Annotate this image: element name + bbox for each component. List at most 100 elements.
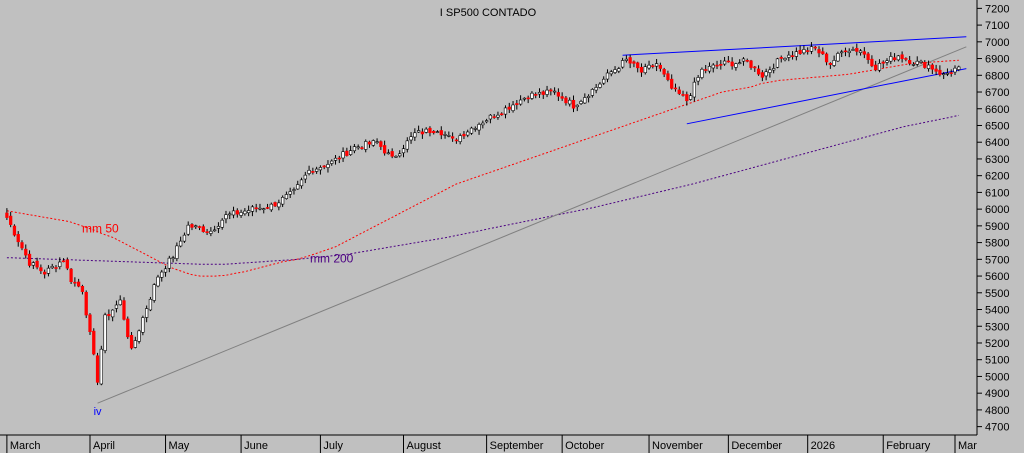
candle-body [292, 189, 296, 191]
candle-body [322, 165, 326, 168]
candle-body [855, 47, 859, 52]
candle-body [428, 127, 432, 134]
candle-body [866, 53, 870, 60]
candle-body [216, 226, 221, 229]
candle-body [889, 56, 893, 62]
candle-body [126, 318, 130, 338]
candle-body [152, 284, 156, 301]
candle-body [926, 64, 931, 69]
x-tick-label: December [731, 440, 782, 452]
candle-body [194, 225, 198, 228]
candle-body [432, 131, 436, 134]
candle-body [197, 226, 202, 228]
candle-body [386, 152, 391, 155]
candle-body [450, 136, 455, 139]
candle-body [715, 64, 719, 67]
candle-body [564, 97, 568, 104]
candle-body [892, 57, 897, 61]
y-tick-label: 5400 [985, 305, 1009, 317]
candle-body [824, 53, 829, 63]
x-tick-label: March [10, 440, 41, 452]
candle-body [568, 99, 572, 105]
candle-body [92, 330, 96, 355]
trendline-channel-top [622, 36, 967, 56]
candle-body [518, 99, 523, 105]
candle-body [258, 207, 262, 210]
candle-body [704, 69, 708, 71]
candle-body [654, 63, 659, 67]
candle-body [609, 71, 613, 75]
candle-body [65, 259, 69, 269]
candle-body [213, 229, 217, 232]
candle-body [141, 317, 145, 333]
candle-body [220, 219, 224, 228]
x-tick-label: February [886, 440, 931, 452]
y-tick-label: 5100 [985, 355, 1009, 367]
candle-body [507, 106, 511, 110]
candle-body [345, 150, 349, 156]
candle-body [488, 114, 493, 120]
candle-body [749, 60, 753, 68]
candle-body [620, 60, 625, 68]
x-tick-label: October [565, 440, 604, 452]
candle-body [923, 61, 927, 68]
candle-body [333, 157, 338, 161]
candle-body [552, 90, 557, 93]
candle-body [768, 69, 772, 73]
candle-body [624, 58, 629, 61]
candle-body [730, 61, 734, 67]
candle-body [745, 60, 749, 62]
candle-body [753, 66, 757, 69]
x-tick-label: April [93, 440, 115, 452]
candle-body [133, 340, 137, 348]
candle-body [734, 63, 738, 68]
candle-body [311, 171, 315, 173]
candle-body [484, 120, 489, 123]
candle-body [201, 226, 205, 232]
mm50-line [6, 59, 959, 277]
y-tick-label: 5000 [985, 371, 1009, 383]
candle-body [371, 140, 375, 146]
candle-body [171, 257, 175, 260]
candle-body [858, 50, 863, 53]
candle-body [590, 89, 595, 96]
candle-body [262, 208, 266, 211]
candle-body [677, 89, 681, 94]
candle-body [46, 267, 51, 274]
candle-body [416, 130, 421, 133]
candle-body [228, 213, 232, 216]
candle-body [503, 107, 508, 115]
candle-body [556, 92, 561, 97]
candle-body [473, 128, 477, 130]
candle-body [545, 89, 549, 95]
candle-body [817, 49, 821, 54]
candle-body [821, 51, 825, 55]
candle-body [851, 49, 855, 51]
y-tick-label: 7000 [985, 37, 1009, 49]
candle-body [16, 234, 20, 243]
candle-body [915, 60, 919, 65]
candle-body [330, 160, 334, 164]
y-tick-label: 7100 [985, 20, 1009, 32]
candle-body [541, 91, 545, 95]
candle-body [5, 212, 9, 218]
candle-body [250, 206, 255, 212]
candle-body [394, 156, 398, 158]
candle-body [179, 240, 183, 247]
candle-body [945, 72, 950, 75]
candle-body [364, 141, 368, 150]
candle-body [224, 214, 228, 220]
candle-body [265, 207, 270, 209]
candle-body [27, 253, 32, 266]
candle-body [458, 135, 462, 142]
trendline-support [97, 46, 967, 404]
candle-body [719, 64, 723, 66]
candle-body [843, 50, 848, 53]
candle-body [175, 245, 179, 259]
y-tick-label: 6500 [985, 120, 1009, 132]
candle-body [764, 71, 768, 77]
candle-body [466, 131, 470, 136]
mm50-label: mm 50 [82, 222, 119, 236]
candle-body [95, 355, 100, 383]
candle-body [35, 260, 39, 268]
